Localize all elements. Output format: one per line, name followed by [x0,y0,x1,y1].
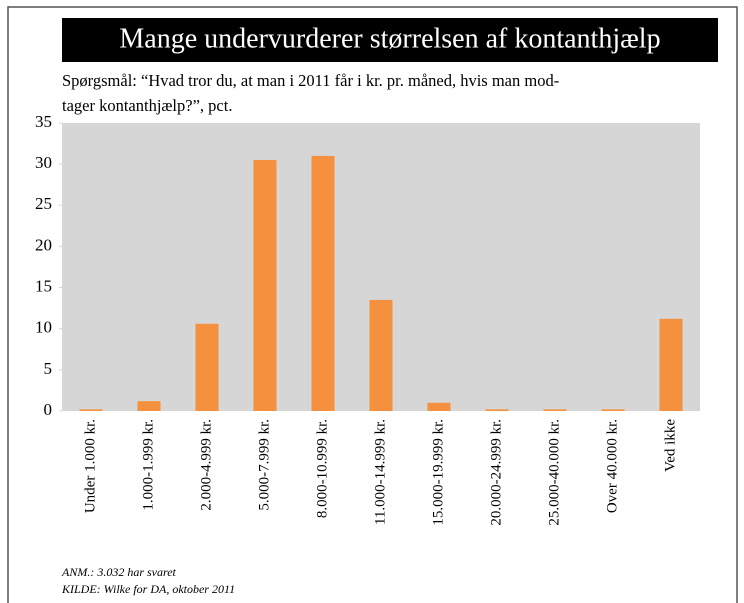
x-tick-label: 20.000-24.999 kr. [488,419,504,526]
y-tick-label: 5 [44,359,53,378]
title-bar [62,18,718,62]
y-tick-label: 0 [44,400,53,419]
bar [601,409,625,411]
bar [369,299,393,411]
subtitle: tager kontanthjælp?”, pct. [62,96,232,115]
y-tick-label: 15 [35,276,52,295]
x-tick-label: Ved ikke [662,419,678,472]
y-tick-label: 20 [35,235,52,254]
frame [7,6,738,603]
subtitle: Spørgsmål: “Hvad tror du, at man i 2011 … [62,71,559,90]
note: ANM.: 3.032 har svaret [61,565,177,579]
bar [311,155,335,411]
x-tick-label: 11.000-14.999 kr. [372,419,388,525]
y-tick-label: 35 [35,112,52,131]
note: KILDE: Wilke for DA, oktober 2011 [61,582,235,596]
y-tick-label: 25 [35,194,52,213]
x-tick-label: 5.000-7.999 kr. [256,419,272,511]
x-tick-label: Under 1.000 kr. [82,419,98,513]
bar [137,401,161,411]
bar [659,318,683,411]
bar [427,402,451,411]
y-tick-label: 10 [35,318,52,337]
bar [253,160,277,411]
x-tick-label: 25.000-40.000 kr. [546,419,562,526]
bar [543,409,567,411]
chart-title: Mange undervurderer størrelsen af kontan… [119,23,660,54]
bar [79,409,103,411]
x-tick-label: 1.000-1.999 kr. [140,419,156,511]
x-tick-label: Over 40.000 kr. [604,419,620,513]
bar [195,323,219,411]
y-tick-label: 30 [35,153,52,172]
x-tick-label: 2.000-4.999 kr. [198,419,214,511]
x-tick-label: 8.000-10.999 kr. [314,419,330,518]
bar [485,409,509,411]
x-tick-label: 15.000-19.999 kr. [430,419,446,526]
